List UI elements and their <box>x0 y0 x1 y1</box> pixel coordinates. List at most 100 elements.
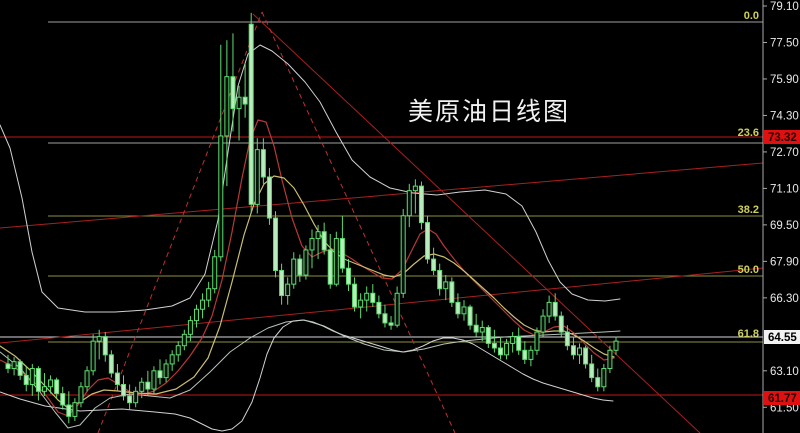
candle[interactable] <box>473 313 479 337</box>
fib-label-0.0[interactable]: 0.0 <box>744 10 759 22</box>
candle[interactable] <box>35 366 41 401</box>
candle[interactable] <box>352 277 358 312</box>
candle[interactable] <box>577 343 583 364</box>
candle[interactable] <box>449 277 455 307</box>
candle[interactable] <box>479 320 485 342</box>
candle[interactable] <box>552 293 558 321</box>
candle[interactable] <box>285 277 291 305</box>
candle[interactable] <box>23 366 29 392</box>
candle[interactable] <box>273 211 279 278</box>
candle[interactable] <box>266 167 272 225</box>
candle[interactable] <box>72 398 78 421</box>
candle[interactable] <box>206 281 212 307</box>
fib-label-50.0[interactable]: 50.0 <box>738 264 759 276</box>
candle[interactable] <box>327 234 333 289</box>
candle[interactable] <box>121 375 127 401</box>
candle[interactable] <box>546 295 552 323</box>
ascending-trendline-lower[interactable] <box>0 267 764 344</box>
fib-label-23.6[interactable]: 23.6 <box>738 127 759 139</box>
candle[interactable] <box>54 377 60 399</box>
candle[interactable] <box>212 249 218 294</box>
candle[interactable] <box>370 284 376 307</box>
candle[interactable] <box>66 391 72 424</box>
candle[interactable] <box>108 350 114 378</box>
candle[interactable] <box>400 208 406 298</box>
candle[interactable] <box>279 263 285 305</box>
candle[interactable] <box>297 254 303 282</box>
candle[interactable] <box>48 375 54 394</box>
candle[interactable] <box>339 215 345 273</box>
candle[interactable] <box>321 222 327 255</box>
candle[interactable] <box>601 363 607 392</box>
candle[interactable] <box>595 368 601 392</box>
candle[interactable] <box>491 329 497 353</box>
candle[interactable] <box>139 377 145 399</box>
candle[interactable] <box>200 293 206 319</box>
candle[interactable] <box>564 325 570 351</box>
candle[interactable] <box>382 304 388 328</box>
candle[interactable] <box>218 44 224 262</box>
dashed-rising-line[interactable] <box>97 11 263 433</box>
candle[interactable] <box>412 179 418 214</box>
candle[interactable] <box>127 384 133 410</box>
candle[interactable] <box>78 382 84 408</box>
candle[interactable] <box>96 329 102 360</box>
candle[interactable] <box>558 311 564 337</box>
candle[interactable] <box>485 325 491 348</box>
candle[interactable] <box>345 259 351 291</box>
candle[interactable] <box>175 341 181 362</box>
candle[interactable] <box>163 359 169 383</box>
candle[interactable] <box>437 263 443 296</box>
candle[interactable] <box>5 354 11 374</box>
candle[interactable] <box>364 286 370 312</box>
candle[interactable] <box>418 181 424 230</box>
candle[interactable] <box>589 354 595 383</box>
candle[interactable] <box>461 300 467 321</box>
candle[interactable] <box>236 85 242 141</box>
candle[interactable] <box>315 224 321 260</box>
candle[interactable] <box>230 33 236 132</box>
candle[interactable] <box>425 215 431 264</box>
candle[interactable] <box>504 338 510 360</box>
candle[interactable] <box>497 336 503 360</box>
candle[interactable] <box>309 229 315 269</box>
candle[interactable] <box>455 293 461 319</box>
candle[interactable] <box>260 138 266 184</box>
fib-label-38.2[interactable]: 38.2 <box>738 204 759 216</box>
candle[interactable] <box>406 183 412 228</box>
candle[interactable] <box>224 40 230 187</box>
ascending-trendline-upper[interactable] <box>0 162 764 229</box>
candle[interactable] <box>570 336 576 360</box>
candle[interactable] <box>583 345 589 369</box>
candle[interactable] <box>528 345 534 367</box>
candle[interactable] <box>291 252 297 289</box>
candle[interactable] <box>394 286 400 328</box>
candle[interactable] <box>151 366 157 394</box>
fib-label-61.8[interactable]: 61.8 <box>738 328 759 340</box>
candle[interactable] <box>187 316 193 342</box>
candle[interactable] <box>388 316 394 330</box>
candle[interactable] <box>60 386 66 410</box>
candle[interactable] <box>516 327 522 355</box>
candle[interactable] <box>510 332 516 353</box>
candle[interactable] <box>303 245 309 280</box>
candle[interactable] <box>17 359 23 380</box>
candle[interactable] <box>181 329 187 351</box>
candle[interactable] <box>358 293 364 319</box>
candle[interactable] <box>84 366 90 392</box>
candle[interactable] <box>613 336 619 355</box>
candle[interactable] <box>11 357 17 376</box>
candle[interactable] <box>29 363 35 396</box>
candle[interactable] <box>41 373 47 396</box>
candle[interactable] <box>376 295 382 319</box>
candle[interactable] <box>333 231 339 287</box>
candle[interactable] <box>431 247 437 276</box>
candle[interactable] <box>540 309 546 337</box>
candle[interactable] <box>145 370 151 396</box>
candle[interactable] <box>242 63 248 118</box>
candle[interactable] <box>114 363 120 392</box>
candle[interactable] <box>607 345 613 374</box>
candle[interactable] <box>248 12 254 214</box>
candle[interactable] <box>193 304 199 328</box>
